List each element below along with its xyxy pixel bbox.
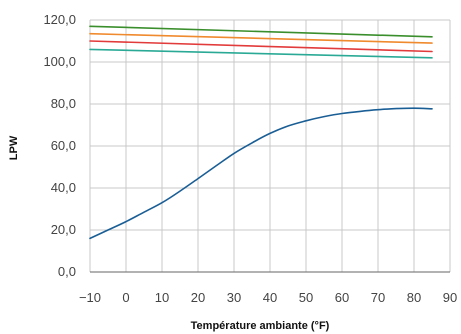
grid: [89, 19, 451, 273]
x-tick-label: 60: [335, 290, 349, 305]
x-tick-label: 50: [299, 290, 313, 305]
x-tick-labels: −10 0 10 20 30 40 50 60 70 80 90: [79, 290, 457, 305]
y-tick-label: 60,0: [51, 138, 76, 153]
series-line-5: [89, 107, 433, 240]
y-axis-title: LPW: [8, 135, 20, 160]
x-tick-label: 0: [122, 290, 129, 305]
x-axis-title: Température ambiante (°F): [191, 320, 330, 332]
x-tick-label: 70: [371, 290, 385, 305]
series-line-2: [89, 32, 433, 44]
x-tick-label: 30: [227, 290, 241, 305]
y-tick-label: 40,0: [51, 180, 76, 195]
y-tick-label: 80,0: [51, 96, 76, 111]
x-tick-label: 10: [155, 290, 169, 305]
x-tick-label: 40: [263, 290, 277, 305]
x-tick-label: −10: [79, 290, 101, 305]
x-tick-label: 90: [443, 290, 457, 305]
y-tick-label: 20,0: [51, 222, 76, 237]
series-line-4: [89, 48, 433, 59]
series-line-3: [89, 40, 433, 53]
series-line-1: [89, 25, 433, 38]
x-tick-label: 20: [191, 290, 205, 305]
x-tick-label: 80: [407, 290, 421, 305]
y-tick-label: 0,0: [58, 264, 76, 279]
series-lines: [89, 25, 433, 240]
y-tick-label: 100,0: [43, 54, 76, 69]
y-tick-labels: 0,0 20,0 40,0 60,0 80,0 100,0 120,0: [43, 12, 76, 279]
y-tick-label: 120,0: [43, 12, 76, 27]
